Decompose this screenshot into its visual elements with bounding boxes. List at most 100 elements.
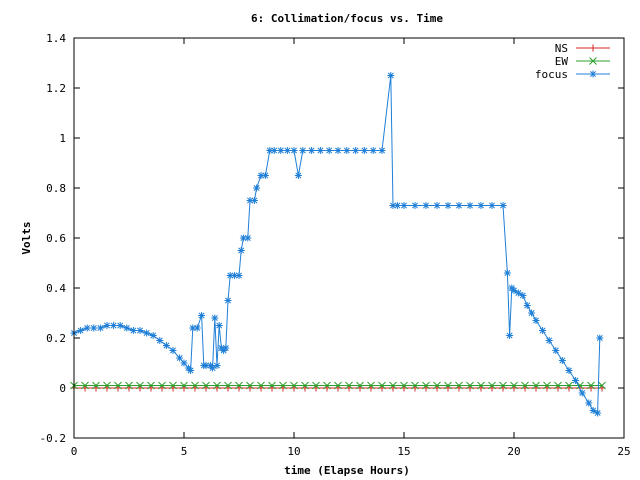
data-point-focus [294, 172, 302, 179]
data-point-ew [103, 381, 111, 390]
data-point-ew [510, 381, 518, 390]
data-point-focus [231, 272, 239, 279]
data-point-ew [543, 381, 551, 390]
data-point-focus [123, 324, 131, 332]
data-point-focus [558, 357, 566, 364]
data-point-ew [345, 381, 353, 390]
data-point-focus [187, 367, 195, 374]
data-point-focus [136, 327, 144, 334]
data-point-ew [268, 381, 276, 390]
data-point-ew [290, 381, 298, 390]
data-point-focus [169, 347, 177, 354]
data-point-ew [180, 381, 188, 390]
data-point-focus [143, 329, 151, 337]
data-point-focus [503, 269, 511, 277]
data-point-focus [506, 332, 514, 339]
data-point-focus [235, 272, 243, 279]
data-point-focus [360, 147, 368, 154]
data-point-focus [589, 407, 597, 414]
data-point-ew [323, 381, 331, 390]
y-tick-label: 0.6 [46, 232, 66, 245]
data-point-focus [222, 344, 230, 352]
data-point-ew [191, 381, 199, 390]
x-tick-label: 25 [617, 445, 630, 458]
data-point-ew [213, 381, 221, 390]
data-point-ew [411, 381, 419, 390]
data-point-focus [246, 197, 254, 204]
data-point-ew [257, 381, 265, 390]
data-point-ew [81, 381, 89, 390]
data-point-focus [189, 324, 197, 332]
data-point-ew [499, 381, 507, 390]
data-point-focus [519, 292, 527, 299]
data-point-focus [198, 312, 206, 319]
legend-label-ew: EW [555, 55, 569, 68]
data-point-ew [521, 381, 529, 390]
data-point-focus [444, 202, 452, 209]
data-point-focus [116, 322, 124, 329]
axis-ticks: 0 5 10 15 20 25 -0.2 0 0.2 0.4 0.6 0.8 1 1.2 1.4 [40, 32, 631, 458]
data-point-focus [378, 147, 386, 154]
data-point-ew [147, 381, 155, 390]
data-point-focus [572, 377, 580, 384]
data-point-ew [312, 381, 320, 390]
data-point-focus [389, 202, 397, 209]
data-point-focus [277, 147, 285, 154]
legend-marker-ew [589, 57, 597, 65]
x-tick-label: 10 [287, 445, 300, 458]
data-point-focus [193, 324, 201, 332]
data-point-focus [239, 234, 247, 242]
data-point-focus [433, 202, 441, 209]
data-point-focus [226, 272, 234, 279]
x-axis-label: time (Elapse Hours) [284, 464, 410, 477]
data-point-focus [455, 202, 463, 209]
data-point-focus [545, 337, 553, 344]
data-point-ew [224, 381, 232, 390]
data-point-ew [92, 381, 100, 390]
data-point-focus [103, 322, 111, 329]
y-tick-label: -0.2 [40, 432, 67, 445]
data-point-focus [539, 327, 547, 334]
data-point-focus [90, 324, 98, 332]
series-focus [70, 72, 604, 417]
data-point-ew [169, 381, 177, 390]
data-point-focus [532, 317, 540, 324]
data-point-ew [114, 381, 122, 390]
data-point-ew [587, 381, 595, 390]
data-point-focus [283, 147, 291, 154]
data-point-focus [316, 147, 324, 154]
data-point-focus [250, 197, 258, 204]
y-axis-label: Volts [20, 221, 33, 254]
plot-area [70, 72, 606, 417]
y-tick-label: 1.2 [46, 82, 66, 95]
data-point-ew [378, 381, 386, 390]
data-point-focus [565, 367, 573, 374]
data-point-ew [301, 381, 309, 390]
data-point-focus [96, 324, 104, 332]
data-point-focus [299, 147, 307, 154]
y-tick-label: 1 [59, 132, 66, 145]
data-point-focus [211, 314, 219, 322]
data-point-ew [444, 381, 452, 390]
x-tick-label: 15 [397, 445, 410, 458]
data-point-ew [565, 381, 573, 390]
legend-marker-focus [589, 70, 597, 78]
data-point-focus [422, 202, 430, 209]
data-point-focus [244, 234, 252, 242]
plot-frame [73, 37, 625, 439]
data-point-focus [215, 322, 223, 329]
data-point-ew [422, 381, 430, 390]
data-point-focus [270, 147, 278, 154]
series-ew [70, 381, 606, 390]
data-point-focus [334, 147, 342, 154]
x-tick-label: 0 [71, 445, 78, 458]
y-tick-label: 0 [59, 382, 66, 395]
data-point-ew [400, 381, 408, 390]
data-point-focus [202, 362, 210, 369]
data-point-ew [598, 381, 606, 390]
data-point-focus [387, 72, 395, 79]
data-point-focus [594, 409, 602, 417]
chart-title: 6: Collimation/focus vs. Time [251, 12, 443, 25]
